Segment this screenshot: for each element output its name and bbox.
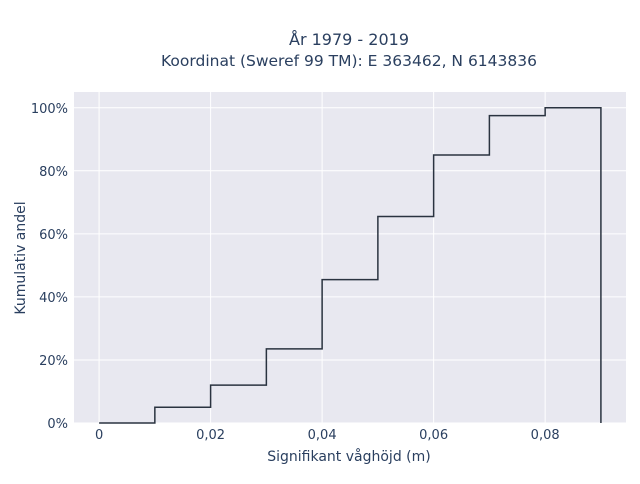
x-tick-label: 0,08 xyxy=(531,428,560,443)
y-tick-label: 60% xyxy=(39,228,68,243)
x-axis-label: Signifikant våghöjd (m) xyxy=(267,448,430,465)
y-tick-label: 40% xyxy=(39,291,68,306)
plot-area xyxy=(74,92,626,423)
x-tick-label: 0,02 xyxy=(196,428,225,443)
chart-title-line1: År 1979 - 2019 xyxy=(289,30,409,49)
x-tick-label: 0 xyxy=(95,428,103,443)
x-tick-labels: 0 0,02 0,04 0,06 0,08 xyxy=(95,428,560,443)
y-tick-label: 20% xyxy=(39,354,68,369)
cumulative-step-line xyxy=(99,107,602,424)
y-tick-label: 80% xyxy=(39,165,68,180)
y-tick-label: 100% xyxy=(31,102,68,117)
series-layer xyxy=(99,107,602,424)
grid-layer xyxy=(74,92,626,424)
x-tick-label: 0,04 xyxy=(308,428,337,443)
y-axis-label: Kumulativ andel xyxy=(13,201,29,314)
chart-title-line2: Koordinat (Sweref 99 TM): E 363462, N 61… xyxy=(161,52,537,70)
y-tick-labels: 0% 20% 40% 60% 80% 100% xyxy=(31,102,68,432)
y-tick-label: 0% xyxy=(47,417,68,432)
x-tick-label: 0,06 xyxy=(419,428,448,443)
